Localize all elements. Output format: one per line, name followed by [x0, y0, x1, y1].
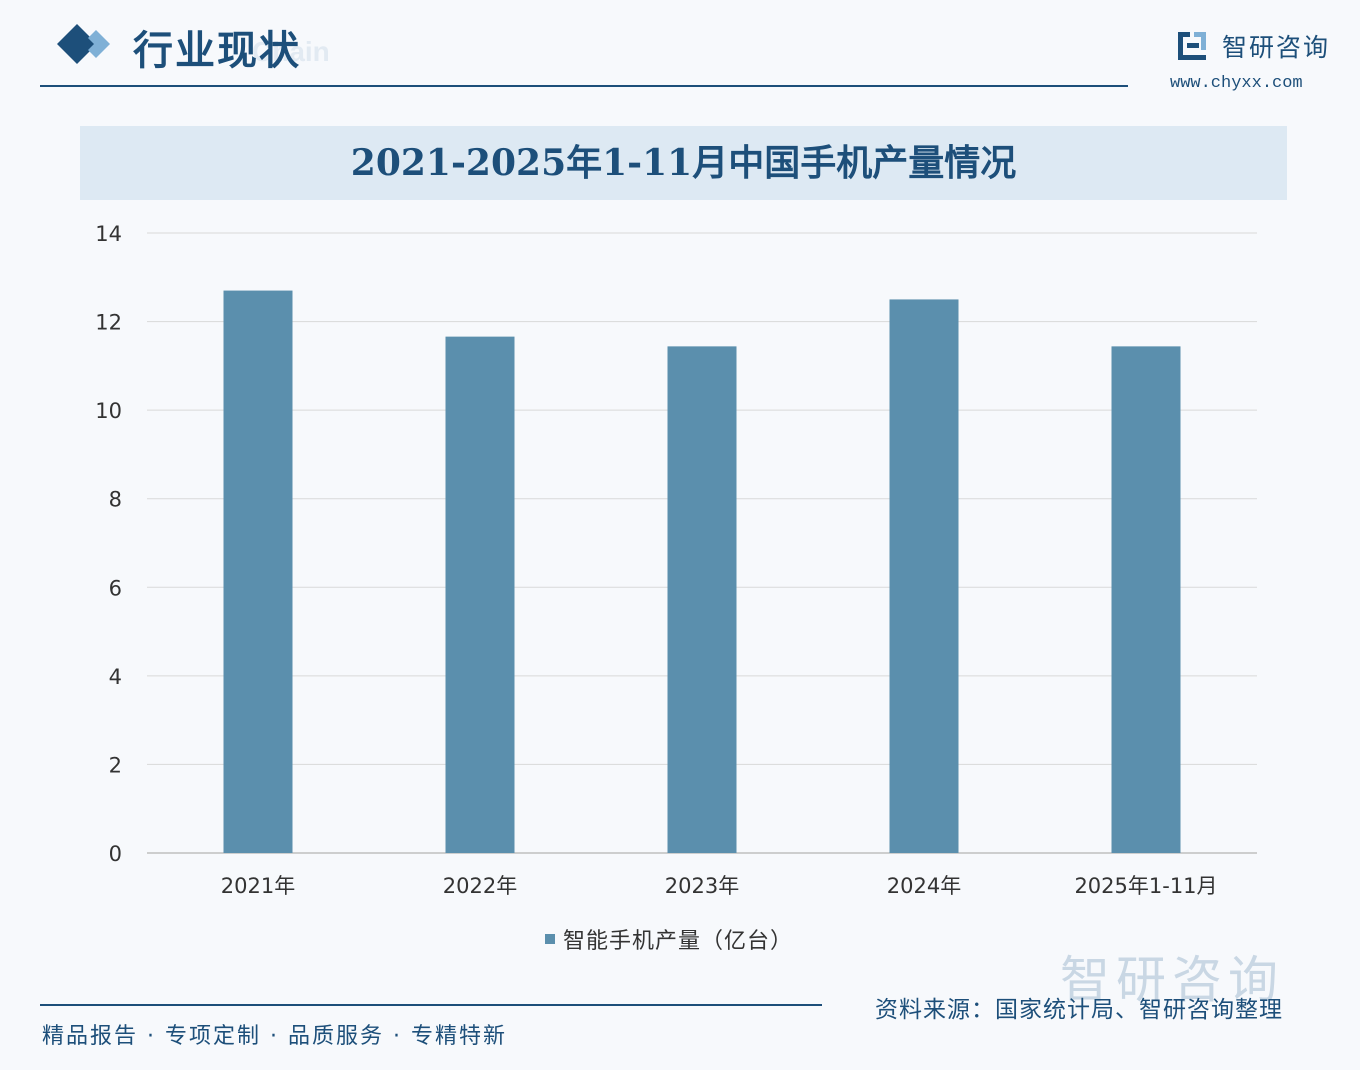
y-tick-label: 6	[109, 576, 122, 600]
y-tick-label: 0	[109, 842, 122, 866]
legend-swatch	[545, 934, 555, 944]
chart-title: 2021-2025年1-11月中国手机产量情况	[350, 142, 1017, 184]
x-tick-label: 2023年	[665, 874, 739, 898]
x-tick-label: 2024年	[887, 874, 961, 898]
source-note: 资料来源：国家统计局、智研咨询整理	[875, 997, 1283, 1023]
y-tick-label: 12	[95, 311, 122, 335]
section-title-ghost: Chain	[252, 36, 330, 67]
y-tick-label: 2	[109, 753, 122, 777]
y-tick-label: 4	[109, 665, 122, 689]
chart-title-band	[80, 126, 1287, 200]
brand-logo-icon	[1178, 32, 1206, 60]
diamond-icon	[57, 24, 97, 64]
y-tick-label: 10	[95, 399, 122, 423]
x-tick-label: 2022年	[443, 874, 517, 898]
footer-tagline: 精品报告 · 专项定制 · 品质服务 · 专精特新	[42, 1024, 507, 1049]
brand-url: www.chyxx.com	[1170, 74, 1303, 93]
section-title: 行业现状	[133, 28, 301, 74]
bar	[445, 336, 515, 854]
x-tick-label: 2021年	[221, 874, 295, 898]
chart-legend: 智能手机产量（亿台）	[545, 924, 793, 954]
x-tick-label: 2025年1-11月	[1074, 874, 1217, 898]
bar	[223, 290, 293, 854]
y-tick-label: 8	[109, 488, 122, 512]
bar	[889, 299, 959, 853]
header-divider	[40, 85, 1128, 87]
watermark-logo: 智研咨询	[1060, 951, 1284, 1009]
bar	[1111, 346, 1181, 853]
brand-name: 智研咨询	[1222, 33, 1331, 62]
legend-label: 智能手机产量（亿台）	[563, 929, 794, 954]
diamond-accent-icon	[88, 30, 110, 58]
footer-divider	[40, 1004, 822, 1006]
bar	[667, 346, 737, 853]
y-tick-label: 14	[95, 222, 122, 246]
